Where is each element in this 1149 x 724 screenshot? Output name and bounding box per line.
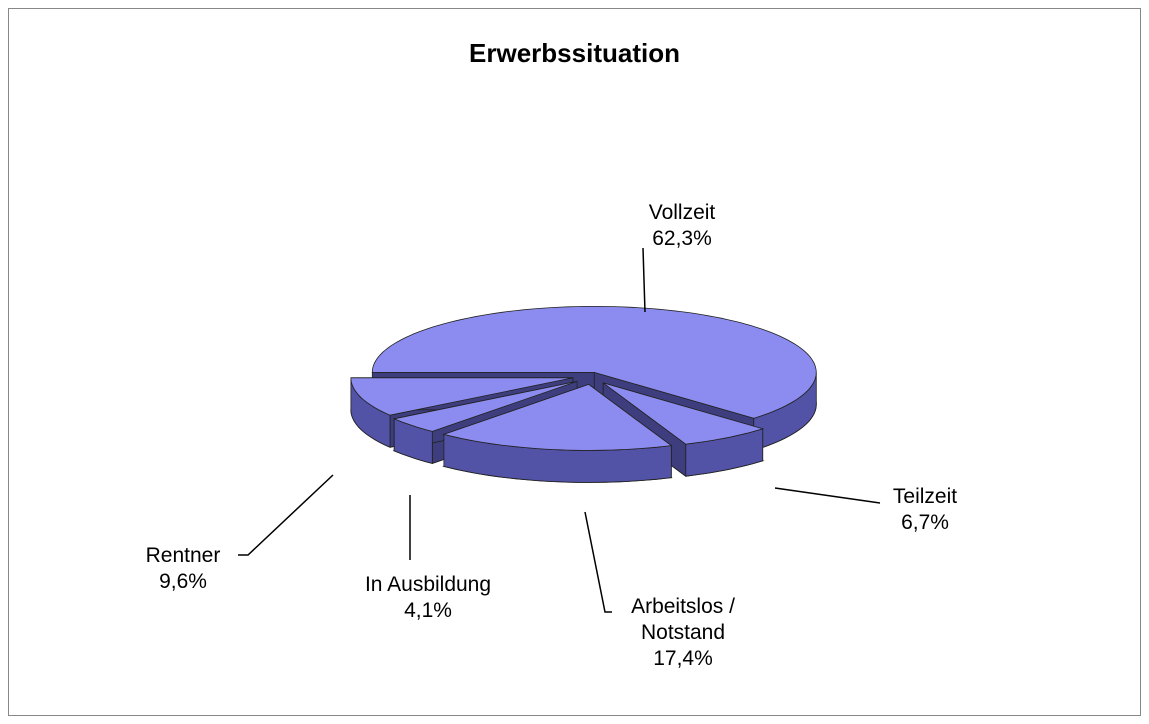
slice-value: 17,4% [653,647,713,670]
pie-slice [442,383,673,483]
leader-line [642,247,646,313]
slice-value: 9,6% [159,570,207,593]
chart-title: Erwerbssituation [469,38,680,68]
slice-label: Teilzeit 6,7% [835,484,1015,536]
leader-line [238,474,334,556]
slice-top [442,383,673,451]
slice-label: Vollzeit 62,3% [592,200,772,252]
slice-name: Rentner [145,544,221,567]
slice-top [602,382,765,445]
leader-line [584,511,612,613]
chart-frame [8,8,1141,716]
slice-label: Arbeitslos / Notstand 17,4% [613,594,753,672]
slice-value: 6,7% [901,511,949,534]
slice-value: 4,1% [404,599,452,622]
slice-name: Vollzeit [648,201,716,224]
slice-top [350,377,573,416]
slice-name: In Ausbildung [364,573,492,596]
slice-label: In Ausbildung 4,1% [338,572,518,624]
slice-top [371,305,817,419]
slice-name: Arbeitslos / Notstand [631,595,735,644]
leader-line [774,487,881,504]
slice-value: 62,3% [652,227,712,250]
slice-label: Rentner 9,6% [93,543,273,595]
slice-name: Teilzeit [892,485,958,508]
slice-top [392,381,578,432]
